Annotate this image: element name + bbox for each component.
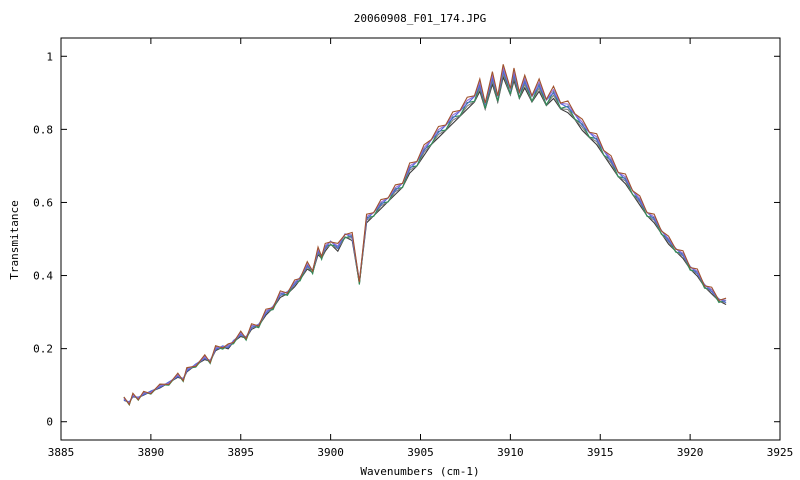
axis-ticks: 3885 3890 3895 3900 3905 3910 3915 3920 3925 0 0.2…	[33, 38, 793, 459]
x-tick-label: 3925	[767, 446, 794, 459]
y-tick-label: 0	[46, 416, 53, 429]
chart-title: 20060908_F01_174.JPG	[354, 12, 486, 25]
x-tick-label: 3910	[497, 446, 524, 459]
y-axis-label: Transmitance	[8, 200, 21, 279]
spectrum-line	[123, 64, 727, 406]
x-tick-label: 3890	[138, 446, 165, 459]
y-tick-label: 0.8	[33, 123, 53, 136]
y-tick-label: 0.2	[33, 343, 53, 356]
x-tick-label: 3915	[587, 446, 614, 459]
data-lines	[123, 64, 727, 407]
y-tick-label: 1	[46, 50, 53, 63]
x-axis-label: Wavenumbers (cm-1)	[360, 465, 479, 478]
x-tick-label: 3900	[317, 446, 344, 459]
x-tick-label: 3885	[48, 446, 75, 459]
y-tick-label: 0.6	[33, 196, 53, 209]
x-tick-label: 3905	[407, 446, 434, 459]
y-tick-label: 0.4	[33, 270, 53, 283]
x-tick-label: 3920	[677, 446, 704, 459]
plot-frame	[60, 37, 781, 441]
spectrum-line	[123, 70, 727, 407]
x-tick-label: 3895	[228, 446, 255, 459]
